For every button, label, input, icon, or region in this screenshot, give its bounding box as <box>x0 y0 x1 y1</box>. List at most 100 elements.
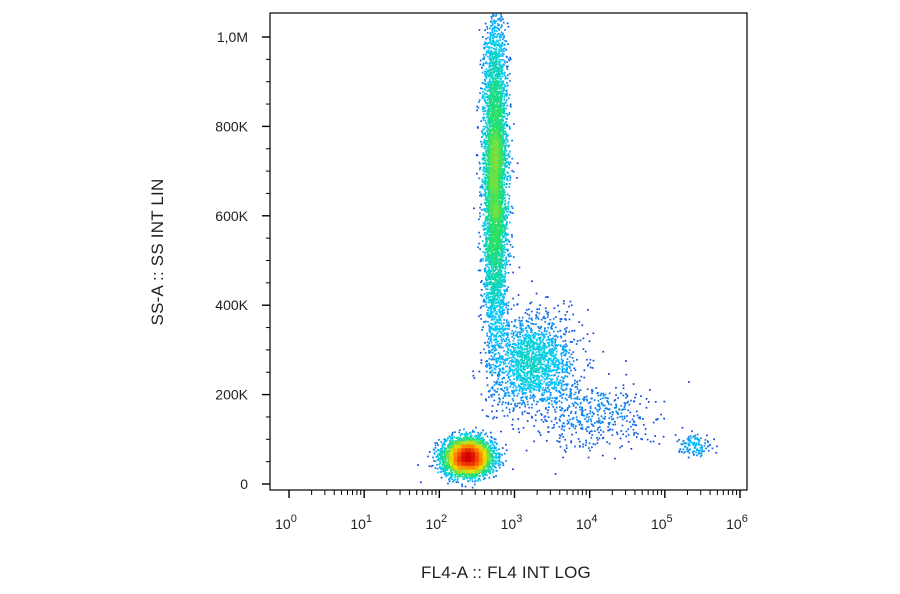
data-point <box>678 438 681 441</box>
data-point <box>528 345 531 347</box>
data-point <box>514 320 516 323</box>
data-point <box>502 47 505 50</box>
data-point <box>501 447 504 449</box>
data-point <box>491 465 494 468</box>
data-point <box>526 367 529 370</box>
data-point <box>496 43 499 46</box>
data-point <box>491 333 493 336</box>
data-point <box>508 395 511 397</box>
data-point <box>521 391 523 393</box>
data-point <box>482 107 485 109</box>
data-point <box>486 225 489 228</box>
data-point <box>538 337 540 339</box>
data-point <box>502 188 504 190</box>
data-point <box>535 323 537 326</box>
data-point <box>540 325 542 328</box>
data-point <box>489 283 492 285</box>
data-point <box>560 388 563 390</box>
data-point <box>508 195 511 197</box>
data-point <box>478 161 481 164</box>
data-point <box>519 335 522 338</box>
data-point <box>639 403 641 405</box>
data-point <box>545 310 547 313</box>
data-point <box>561 351 563 354</box>
data-point <box>530 327 532 330</box>
data-point <box>481 162 484 165</box>
data-point <box>544 378 546 381</box>
data-point <box>541 370 543 373</box>
data-point <box>503 191 505 194</box>
data-point <box>501 94 504 96</box>
data-point <box>503 84 506 87</box>
data-point <box>488 65 491 68</box>
data-point <box>532 345 534 348</box>
data-point <box>490 265 493 268</box>
data-point <box>596 420 598 423</box>
data-point <box>523 353 526 356</box>
data-point <box>561 347 564 349</box>
data-point <box>497 331 499 334</box>
data-point <box>543 353 545 356</box>
data-point <box>694 438 697 440</box>
data-point <box>528 385 531 387</box>
data-point <box>531 331 533 334</box>
data-point <box>500 312 503 315</box>
data-point <box>490 311 493 314</box>
data-point <box>685 442 688 445</box>
data-point <box>566 399 568 401</box>
data-point <box>488 42 491 44</box>
data-point <box>550 357 552 360</box>
data-point <box>557 336 559 338</box>
data-point <box>513 351 516 353</box>
data-point <box>495 26 498 29</box>
data-point <box>594 443 597 446</box>
data-point <box>563 376 566 379</box>
data-point <box>513 354 516 356</box>
data-point <box>548 352 550 355</box>
data-point <box>491 295 493 298</box>
data-point <box>587 456 590 459</box>
data-point <box>511 359 513 361</box>
data-point <box>502 401 504 404</box>
data-point <box>503 158 505 160</box>
data-point <box>504 124 506 126</box>
data-point <box>492 35 494 37</box>
data-point <box>528 370 530 373</box>
data-point <box>486 288 489 290</box>
data-point <box>534 385 537 388</box>
data-point <box>485 37 487 40</box>
data-point <box>539 380 541 383</box>
data-point <box>547 314 549 316</box>
data-point <box>596 392 599 395</box>
data-point <box>524 392 527 394</box>
data-point <box>486 259 489 262</box>
data-point <box>490 49 492 52</box>
data-point <box>544 388 546 391</box>
data-point <box>565 350 568 353</box>
data-point <box>539 382 542 385</box>
data-point <box>531 341 533 344</box>
data-point <box>521 343 524 346</box>
data-point <box>491 440 493 442</box>
data-point <box>610 416 613 418</box>
data-point <box>531 406 533 409</box>
data-point <box>501 381 504 384</box>
data-point <box>534 367 536 370</box>
data-point <box>488 80 491 83</box>
data-point <box>494 26 496 29</box>
data-point <box>495 446 497 449</box>
data-point <box>526 341 529 343</box>
data-point <box>481 178 483 181</box>
data-point <box>500 266 502 269</box>
data-point <box>480 294 483 297</box>
data-point <box>625 435 628 438</box>
data-point <box>522 349 524 351</box>
data-point <box>554 338 557 340</box>
data-point <box>553 385 556 388</box>
data-point <box>487 270 490 273</box>
data-point <box>539 342 542 345</box>
data-point <box>497 360 499 362</box>
data-point <box>485 42 487 44</box>
data-point <box>472 374 475 377</box>
data-point <box>534 361 537 364</box>
